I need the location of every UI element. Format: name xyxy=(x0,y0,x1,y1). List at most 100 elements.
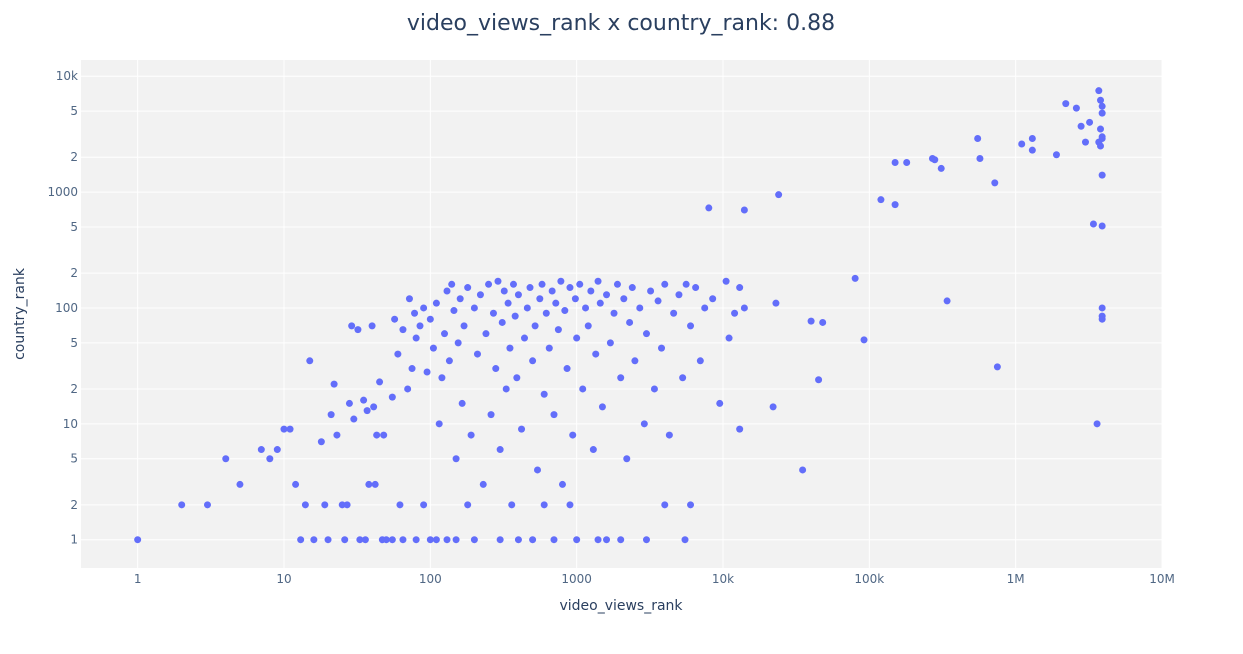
point xyxy=(432,299,440,307)
plot-area xyxy=(81,60,1162,568)
point xyxy=(504,299,512,307)
point xyxy=(1098,135,1106,143)
point xyxy=(426,315,434,323)
point xyxy=(420,304,428,312)
point xyxy=(722,277,730,285)
point xyxy=(476,291,484,299)
point xyxy=(571,295,579,303)
point xyxy=(429,344,437,352)
point xyxy=(573,334,581,342)
point xyxy=(317,438,325,446)
point xyxy=(441,330,449,338)
point xyxy=(464,501,472,509)
y-tick-label: 5 xyxy=(70,452,78,466)
point xyxy=(396,501,404,509)
point xyxy=(408,365,416,373)
point xyxy=(642,536,650,544)
point xyxy=(203,501,211,509)
point xyxy=(665,431,673,439)
point xyxy=(1077,122,1085,130)
point xyxy=(376,378,384,386)
point xyxy=(222,455,230,463)
point xyxy=(603,291,611,299)
point xyxy=(654,297,662,305)
point xyxy=(301,501,309,509)
point xyxy=(705,204,713,212)
point xyxy=(661,501,669,509)
point xyxy=(561,307,569,315)
point xyxy=(696,357,704,365)
point xyxy=(628,284,636,292)
point xyxy=(487,411,495,419)
point xyxy=(280,425,288,433)
point xyxy=(701,304,709,312)
point xyxy=(640,420,648,428)
point xyxy=(341,536,349,544)
y-tick-label: 5 xyxy=(70,220,78,234)
point xyxy=(531,322,539,330)
point xyxy=(670,309,678,317)
point xyxy=(511,312,519,320)
point xyxy=(620,295,628,303)
point xyxy=(467,431,475,439)
y-tick-label: 2 xyxy=(70,382,78,396)
point xyxy=(709,295,717,303)
point xyxy=(508,501,516,509)
point xyxy=(687,501,695,509)
point xyxy=(485,280,493,288)
point xyxy=(584,322,592,330)
point xyxy=(563,365,571,373)
point xyxy=(134,536,142,544)
point xyxy=(405,295,413,303)
point xyxy=(470,304,478,312)
point xyxy=(675,291,683,299)
point xyxy=(943,297,951,305)
point xyxy=(494,277,502,285)
point xyxy=(514,291,522,299)
point xyxy=(420,501,428,509)
point xyxy=(579,385,587,393)
point xyxy=(589,446,597,454)
point xyxy=(775,191,783,199)
y-tick-label: 5 xyxy=(70,104,78,118)
point xyxy=(606,339,614,347)
point xyxy=(443,287,451,295)
point xyxy=(613,280,621,288)
point xyxy=(327,411,335,419)
point xyxy=(1052,151,1060,159)
point xyxy=(903,159,911,167)
point xyxy=(1028,146,1036,154)
y-tick-label: 100 xyxy=(55,301,78,315)
point xyxy=(365,480,373,488)
point xyxy=(380,431,388,439)
point xyxy=(557,277,565,285)
point xyxy=(464,284,472,292)
point xyxy=(891,159,899,167)
point xyxy=(338,501,346,509)
point xyxy=(404,385,412,393)
point xyxy=(416,322,424,330)
point xyxy=(658,344,666,352)
x-tick-label: 100k xyxy=(854,572,884,586)
point xyxy=(1097,142,1105,150)
point xyxy=(623,455,631,463)
y-tick-label: 2 xyxy=(70,266,78,280)
point xyxy=(617,374,625,382)
point xyxy=(716,399,724,407)
point xyxy=(473,350,481,358)
point xyxy=(479,480,487,488)
y-tick-label: 5 xyxy=(70,336,78,350)
point xyxy=(542,309,550,317)
point xyxy=(650,385,658,393)
point xyxy=(860,336,868,344)
point xyxy=(345,399,353,407)
point xyxy=(1018,140,1026,148)
point xyxy=(529,357,537,365)
point xyxy=(1098,171,1106,179)
point xyxy=(445,357,453,365)
point xyxy=(489,309,497,317)
point xyxy=(545,344,553,352)
point xyxy=(391,315,399,323)
point xyxy=(647,287,655,295)
point xyxy=(292,480,300,488)
